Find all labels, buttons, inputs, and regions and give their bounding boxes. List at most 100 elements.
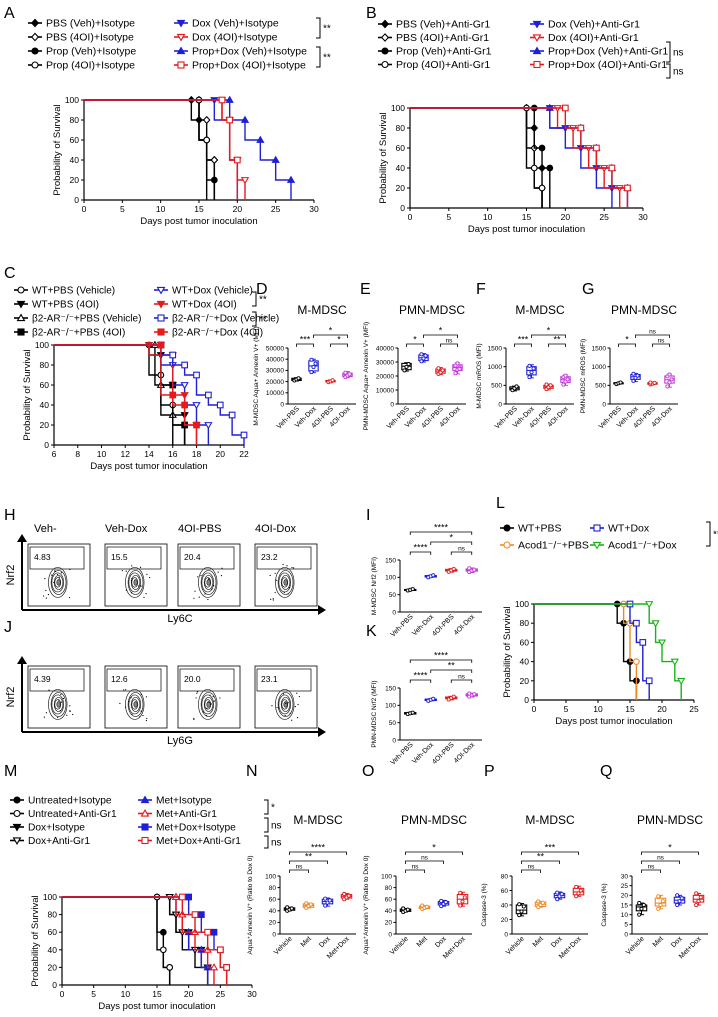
data-point bbox=[289, 906, 294, 911]
data-point bbox=[577, 124, 585, 132]
event-dot bbox=[194, 590, 196, 592]
event-dot bbox=[130, 579, 133, 582]
bracket-label: **** bbox=[413, 671, 428, 681]
density-contour bbox=[275, 689, 295, 720]
x-tick-label: 5 bbox=[120, 204, 125, 214]
x-tick-label: 22 bbox=[239, 449, 249, 459]
data-point bbox=[185, 893, 193, 901]
event-dot bbox=[297, 716, 299, 719]
series-2 bbox=[54, 342, 189, 445]
density-contour bbox=[56, 701, 61, 708]
event-dot bbox=[208, 577, 210, 580]
event-dot bbox=[131, 565, 133, 567]
bracket-line bbox=[440, 343, 458, 347]
x-tick-label: 15 bbox=[625, 704, 635, 714]
density-contour bbox=[283, 579, 288, 586]
data-point bbox=[216, 401, 224, 409]
data-point bbox=[380, 33, 390, 42]
bracket-line bbox=[666, 63, 671, 79]
series-1 bbox=[84, 95, 219, 200]
legend-label: Dox (Veh)+Isotype bbox=[192, 18, 279, 30]
x-tick-label: 10 bbox=[593, 704, 603, 714]
bracket-label: *** bbox=[300, 335, 311, 345]
panel-label-h: H bbox=[4, 507, 16, 524]
flow-x-label: Ly6G bbox=[167, 735, 193, 747]
data-point bbox=[12, 823, 22, 832]
significance-bracket: ns bbox=[521, 864, 541, 873]
significance-bracket: ns bbox=[666, 41, 684, 63]
panel-label-d: D bbox=[256, 281, 268, 298]
data-point bbox=[323, 903, 328, 908]
box-3 bbox=[445, 694, 458, 702]
box-1 bbox=[404, 710, 417, 717]
x-tick-label: 20 bbox=[184, 989, 194, 999]
data-point bbox=[648, 380, 653, 385]
data-point bbox=[458, 890, 463, 895]
y-tick-label: 150 bbox=[385, 685, 396, 692]
event-dot bbox=[294, 705, 296, 708]
data-point bbox=[13, 809, 21, 818]
density-contour bbox=[51, 572, 64, 593]
data-point bbox=[419, 352, 424, 357]
data-point bbox=[406, 362, 411, 367]
data-point bbox=[423, 353, 428, 358]
bracket-label: **** bbox=[413, 543, 428, 553]
box-1 bbox=[291, 376, 302, 383]
x-tick-label: 5 bbox=[446, 212, 451, 222]
box-2 bbox=[630, 371, 641, 383]
y-tick-label: 500 bbox=[595, 383, 606, 390]
data-point bbox=[576, 891, 581, 896]
series-line bbox=[62, 896, 171, 985]
category-label: Dox bbox=[670, 935, 684, 949]
significance-bracket: *** bbox=[514, 335, 532, 347]
event-dot bbox=[139, 716, 141, 718]
box-1 bbox=[515, 902, 528, 918]
data-point bbox=[546, 164, 554, 172]
bracket-line bbox=[313, 334, 348, 338]
significance-bracket: ** bbox=[430, 661, 473, 673]
data-point bbox=[555, 897, 560, 902]
bracket-label: ns bbox=[658, 338, 666, 345]
x-tick-label: 14 bbox=[144, 449, 154, 459]
significance-bracket: ** bbox=[316, 17, 331, 39]
data-point bbox=[431, 573, 436, 578]
y-tick-label: 50000 bbox=[266, 345, 284, 352]
y-tick-label: 80 bbox=[385, 885, 393, 892]
data-point bbox=[635, 373, 640, 378]
y-tick-label: 10000 bbox=[266, 390, 284, 397]
event-dot bbox=[121, 570, 123, 572]
data-point bbox=[309, 370, 314, 375]
data-point bbox=[271, 155, 280, 163]
density-contour bbox=[206, 579, 211, 586]
data-point bbox=[327, 898, 332, 903]
data-point bbox=[657, 639, 667, 647]
gate-value: 23.1 bbox=[261, 674, 278, 684]
data-point bbox=[197, 911, 205, 918]
panel-label-p: P bbox=[484, 763, 495, 780]
data-point bbox=[439, 904, 444, 909]
box-1 bbox=[283, 905, 296, 913]
bracket-label: ns bbox=[673, 67, 684, 78]
box-4 bbox=[465, 566, 478, 575]
y-tick-label: 20 bbox=[621, 893, 629, 900]
bracket-label: * bbox=[449, 533, 453, 543]
event-dot bbox=[68, 596, 71, 599]
data-point bbox=[532, 34, 542, 43]
event-dot bbox=[43, 595, 45, 597]
data-point bbox=[555, 890, 560, 895]
y-tick-label: 0 bbox=[602, 401, 606, 408]
series-3 bbox=[84, 96, 218, 200]
data-point bbox=[527, 363, 532, 368]
x-tick-label: 15 bbox=[194, 204, 204, 214]
y-tick-label: 60 bbox=[269, 897, 277, 904]
box-3 bbox=[673, 893, 686, 908]
data-point bbox=[532, 20, 542, 29]
data-point bbox=[694, 891, 699, 896]
series-5 bbox=[54, 342, 213, 445]
flow-plot-2: Veh-Dox 15.5 bbox=[104, 523, 168, 607]
significance-bracket: ** bbox=[521, 852, 560, 864]
event-dot bbox=[69, 705, 71, 707]
data-point bbox=[514, 384, 519, 389]
chart-o: 0 20 40 60 80 100 PMN-MDSC Aqua⁺Annexin V⁺ (Rat… bbox=[363, 813, 472, 960]
bracket-label: ** bbox=[553, 335, 561, 345]
